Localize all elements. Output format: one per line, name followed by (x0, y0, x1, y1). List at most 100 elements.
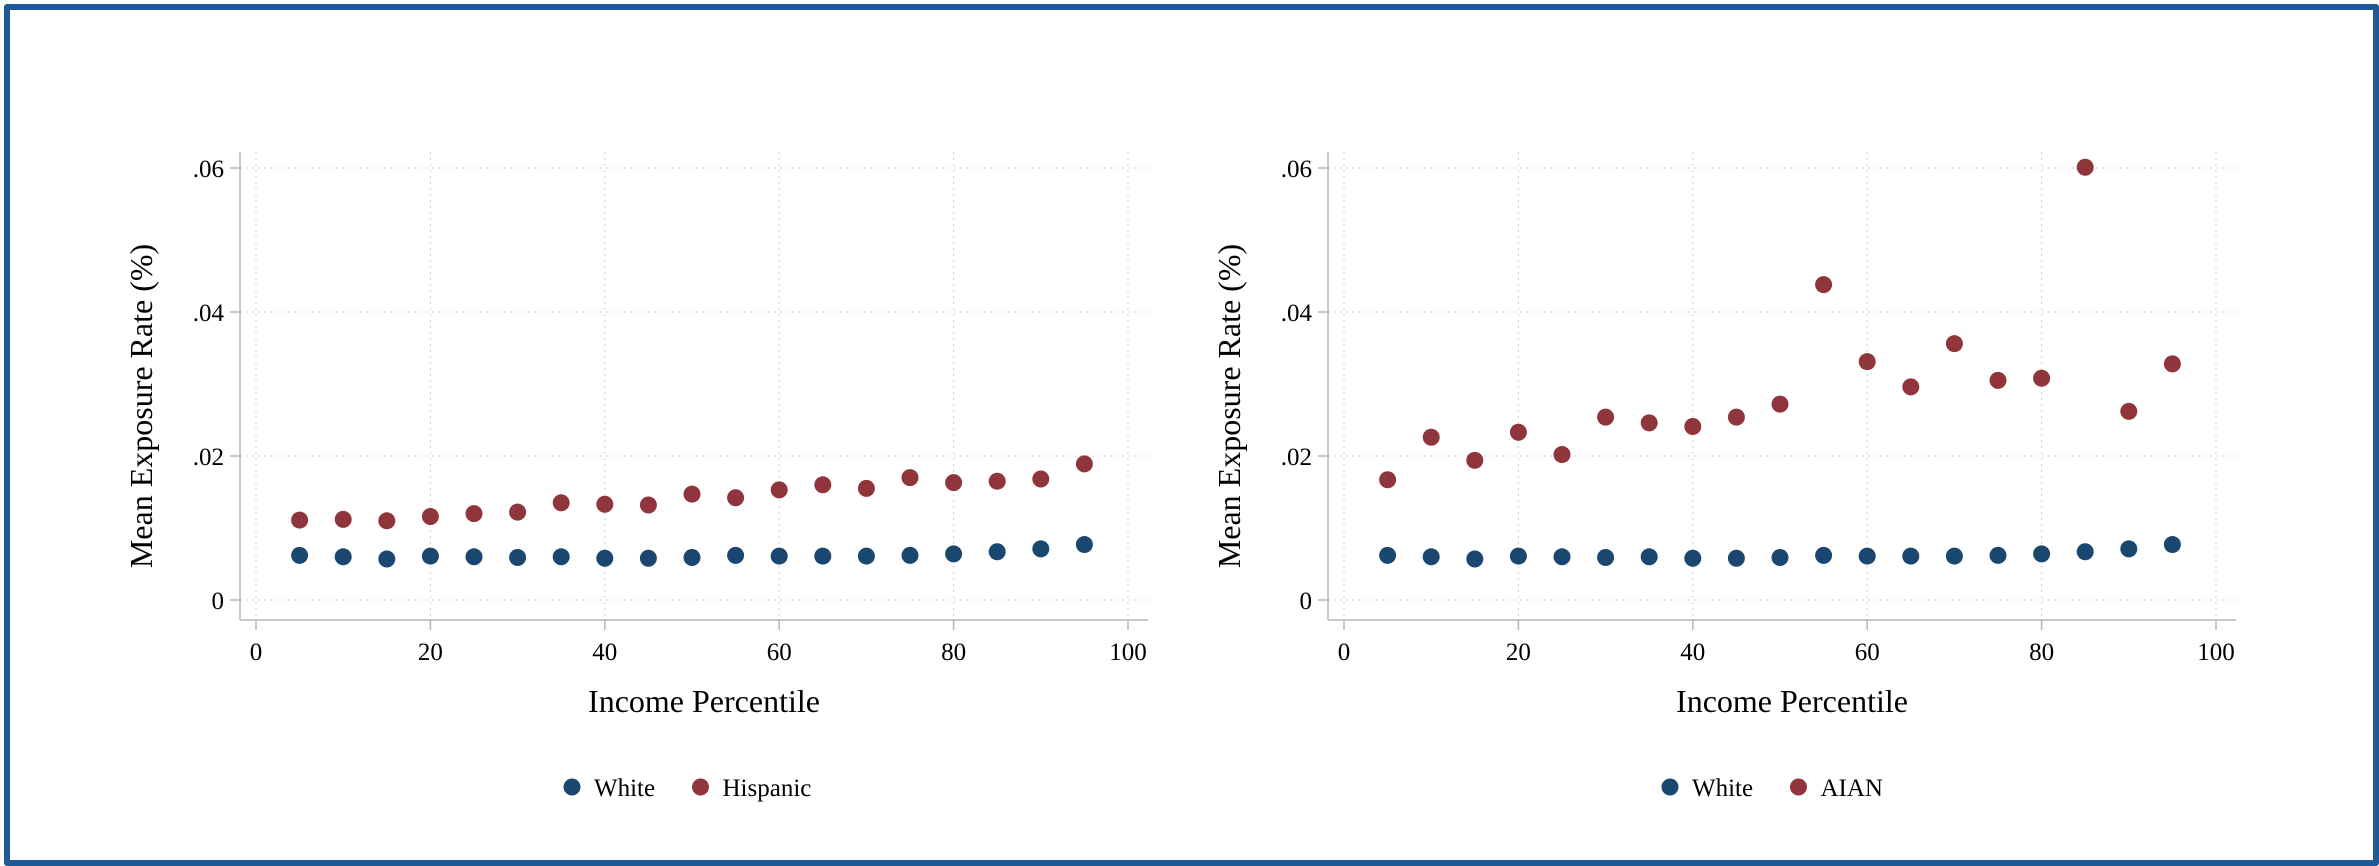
data-point (2120, 402, 2138, 420)
data-point (1597, 549, 1615, 567)
data-point (1379, 546, 1397, 564)
x-tick-label: 20 (418, 639, 443, 666)
data-point (2033, 545, 2051, 563)
data-point (770, 547, 788, 565)
data-point (1466, 451, 1484, 469)
data-point (770, 481, 788, 499)
data-point (1727, 549, 1745, 567)
data-point (596, 549, 614, 567)
data-point (1422, 428, 1440, 446)
x-tick-label: 0 (1338, 639, 1351, 666)
data-point (1075, 536, 1093, 554)
data-point (1553, 548, 1571, 566)
data-point (1032, 540, 1050, 558)
x-tick-label: 100 (1109, 639, 1147, 666)
data-point (639, 549, 657, 567)
data-point (1509, 547, 1527, 565)
x-tick-label: 60 (767, 639, 792, 666)
data-point (901, 469, 919, 487)
x-tick-label: 80 (941, 639, 966, 666)
data-point (378, 512, 396, 530)
data-point (1553, 446, 1571, 464)
data-point (2120, 540, 2138, 558)
data-point (1815, 546, 1833, 564)
data-point (1640, 548, 1658, 566)
data-point (945, 545, 963, 563)
y-axis-title: Mean Exposure Rate (%) (123, 244, 159, 568)
data-point (596, 495, 614, 513)
data-point (421, 507, 439, 525)
data-point (2076, 543, 2094, 561)
data-point (1945, 547, 1963, 565)
y-tick-label: .04 (193, 300, 225, 327)
data-point (1727, 408, 1745, 426)
data-point (1422, 548, 1440, 566)
data-point (988, 543, 1006, 561)
data-point (1075, 455, 1093, 473)
data-point (1466, 550, 1484, 568)
data-point (1858, 547, 1876, 565)
data-point (291, 546, 309, 564)
x-tick-label: 100 (2197, 639, 2235, 666)
data-point (857, 479, 875, 497)
x-tick-label: 80 (2029, 639, 2054, 666)
data-point (1902, 547, 1920, 565)
data-point (1858, 353, 1876, 371)
data-point (1379, 471, 1397, 489)
data-point (465, 505, 483, 523)
y-tick-label: .06 (193, 156, 224, 183)
figure-frame (4, 4, 2379, 866)
data-point (509, 549, 527, 567)
series-white (291, 536, 1093, 568)
x-axis-title: Income Percentile (1676, 683, 1908, 719)
data-point (1684, 549, 1702, 567)
x-tick-label: 20 (1506, 639, 1531, 666)
data-point (1945, 335, 1963, 353)
data-point (727, 546, 745, 564)
y-tick-label: .02 (193, 444, 224, 471)
y-tick-label: 0 (1300, 588, 1313, 615)
legend-label: Hispanic (723, 775, 812, 802)
legend-label: AIAN (1821, 775, 1884, 802)
data-point (727, 489, 745, 507)
series-aian (1379, 158, 2181, 489)
data-point (1684, 417, 1702, 435)
data-point (1989, 546, 2007, 564)
legend-label: White (1692, 775, 1753, 802)
y-tick-label: .06 (1281, 156, 1312, 183)
data-point (2163, 536, 2181, 554)
legend-marker (1661, 778, 1679, 796)
x-tick-label: 40 (592, 639, 617, 666)
data-point (2033, 369, 2051, 387)
data-point (421, 547, 439, 565)
data-point (509, 503, 527, 521)
x-tick-label: 0 (250, 639, 263, 666)
legend-marker (563, 778, 581, 796)
data-point (683, 549, 701, 567)
data-point (683, 485, 701, 503)
x-tick-label: 60 (1855, 639, 1880, 666)
data-point (552, 548, 570, 566)
data-point (639, 496, 657, 514)
chart-white-vs-hispanic: 0 20 40 60 80 100 0 .02 .04 .06 Income Percentile M… (123, 152, 1148, 802)
y-axis-title: Mean Exposure Rate (%) (1211, 244, 1247, 568)
x-axis-title: Income Percentile (588, 683, 820, 719)
data-point (814, 476, 832, 494)
x-tick-label: 40 (1680, 639, 1705, 666)
series-white (1379, 536, 2181, 568)
data-point (857, 547, 875, 565)
data-point (1640, 414, 1658, 432)
data-point (945, 474, 963, 492)
data-point (988, 472, 1006, 490)
y-tick-label: .02 (1281, 444, 1312, 471)
data-point (1902, 378, 1920, 396)
data-point (1989, 371, 2007, 389)
y-tick-label: 0 (212, 588, 225, 615)
data-point (291, 511, 309, 529)
data-point (1509, 423, 1527, 441)
legend-label: White (594, 775, 655, 802)
y-tick-label: .04 (1281, 300, 1313, 327)
data-point (465, 548, 483, 566)
data-point (378, 550, 396, 568)
